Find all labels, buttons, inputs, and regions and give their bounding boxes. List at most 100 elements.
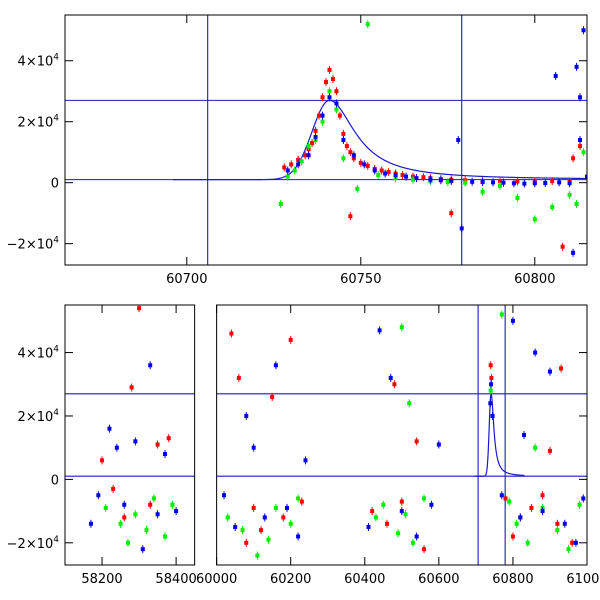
data-point-blue: [306, 153, 311, 158]
y-tick-mantissa: 2×10: [18, 410, 54, 425]
data-point-green: [463, 180, 468, 185]
data-point-blue: [334, 101, 339, 106]
data-point-blue: [133, 439, 138, 444]
data-point-green: [507, 499, 512, 504]
data-point-green: [514, 521, 519, 526]
data-point-blue: [571, 250, 576, 255]
data-point-green: [292, 168, 297, 173]
y-tick-exponent: 4: [53, 236, 59, 246]
data-point-green: [373, 515, 378, 520]
data-point-red: [100, 458, 105, 463]
data-point-red: [488, 363, 493, 368]
x-tick-label: 58200: [81, 572, 122, 587]
data-point-blue: [456, 138, 461, 142]
data-point-red: [317, 113, 322, 118]
data-point-blue: [96, 493, 101, 498]
y-tick-mantissa: 0: [51, 473, 59, 488]
x-tick-label: 61000: [566, 572, 600, 587]
data-point-red: [422, 547, 427, 552]
data-point-blue: [404, 174, 409, 179]
data-point-green: [273, 505, 278, 510]
data-point-green: [103, 505, 108, 510]
data-point-blue: [470, 179, 475, 184]
data-point-green: [163, 534, 167, 539]
data-point-red: [281, 515, 286, 520]
data-point-red: [330, 77, 335, 82]
data-point-blue: [459, 226, 464, 231]
data-point-red: [510, 534, 515, 539]
data-point-red: [399, 499, 404, 504]
data-point-blue: [543, 180, 548, 185]
data-point-blue: [522, 433, 527, 437]
data-point-red: [515, 179, 520, 184]
data-point-red: [547, 448, 552, 453]
data-point-blue: [578, 95, 583, 100]
data-point-blue: [574, 64, 579, 69]
y-tick-label: 0: [51, 177, 59, 192]
data-point-blue: [436, 442, 441, 447]
data-point-green: [566, 547, 571, 552]
data-point-blue: [522, 181, 527, 186]
data-point-green: [407, 401, 412, 406]
data-point-green: [567, 192, 572, 197]
data-point-blue: [428, 177, 433, 182]
x-tick-label: 60600: [418, 572, 459, 587]
data-point-red: [229, 331, 234, 336]
data-point-blue: [341, 138, 346, 142]
data-point-green: [225, 515, 230, 520]
data-point-blue: [320, 113, 325, 118]
data-point-blue: [296, 534, 301, 539]
data-point-blue: [553, 73, 558, 78]
y-tick-exponent: 4: [53, 114, 59, 124]
data-point-red: [244, 540, 249, 545]
data-point-green: [499, 312, 504, 317]
data-point-red: [370, 509, 375, 514]
data-point-green: [399, 325, 404, 330]
data-point-green: [133, 512, 138, 517]
y-tick-exponent: 4: [53, 535, 59, 545]
data-point-red: [299, 499, 304, 504]
data-point-blue: [262, 515, 267, 520]
y-tick-exponent: 4: [53, 53, 59, 63]
data-point-blue: [501, 180, 506, 185]
data-point-blue: [578, 138, 583, 142]
data-point-red: [421, 175, 426, 180]
data-point-blue: [155, 512, 160, 517]
data-point-blue: [148, 363, 153, 368]
data-point-green: [533, 445, 538, 450]
data-point-blue: [327, 95, 332, 100]
data-point-blue: [383, 171, 388, 176]
data-point-green: [403, 512, 408, 517]
data-point-blue: [244, 413, 249, 418]
data-point-blue: [581, 28, 586, 33]
data-point-blue: [547, 369, 552, 374]
data-point-green: [299, 159, 304, 164]
data-point-green: [266, 537, 271, 542]
data-point-green: [422, 496, 427, 501]
data-point-green: [515, 195, 520, 200]
data-point-red: [365, 163, 370, 168]
y-tick-exponent: 4: [53, 408, 59, 418]
data-point-blue: [533, 350, 538, 355]
y-tick-label: 2×104: [18, 114, 60, 131]
data-point-blue: [163, 452, 167, 457]
data-point-blue: [388, 375, 393, 380]
x-tick-label: 58400: [155, 572, 196, 587]
data-point-blue: [491, 180, 496, 185]
model-curve: [172, 99, 587, 181]
data-point-blue: [518, 515, 523, 520]
data-point-red: [503, 496, 508, 501]
data-point-red: [320, 95, 325, 100]
data-point-red: [337, 113, 342, 118]
data-point-blue: [567, 181, 572, 186]
data-point-green: [118, 521, 123, 526]
data-point-red: [344, 144, 349, 149]
data-point-red: [358, 160, 363, 165]
data-point-red: [578, 144, 583, 149]
data-point-red: [570, 540, 575, 545]
data-point-green: [574, 202, 579, 207]
x-tick-label: 60800: [514, 272, 555, 287]
data-point-blue: [489, 382, 494, 387]
x-tick-label: 60750: [340, 272, 381, 287]
data-point-green: [577, 502, 582, 507]
